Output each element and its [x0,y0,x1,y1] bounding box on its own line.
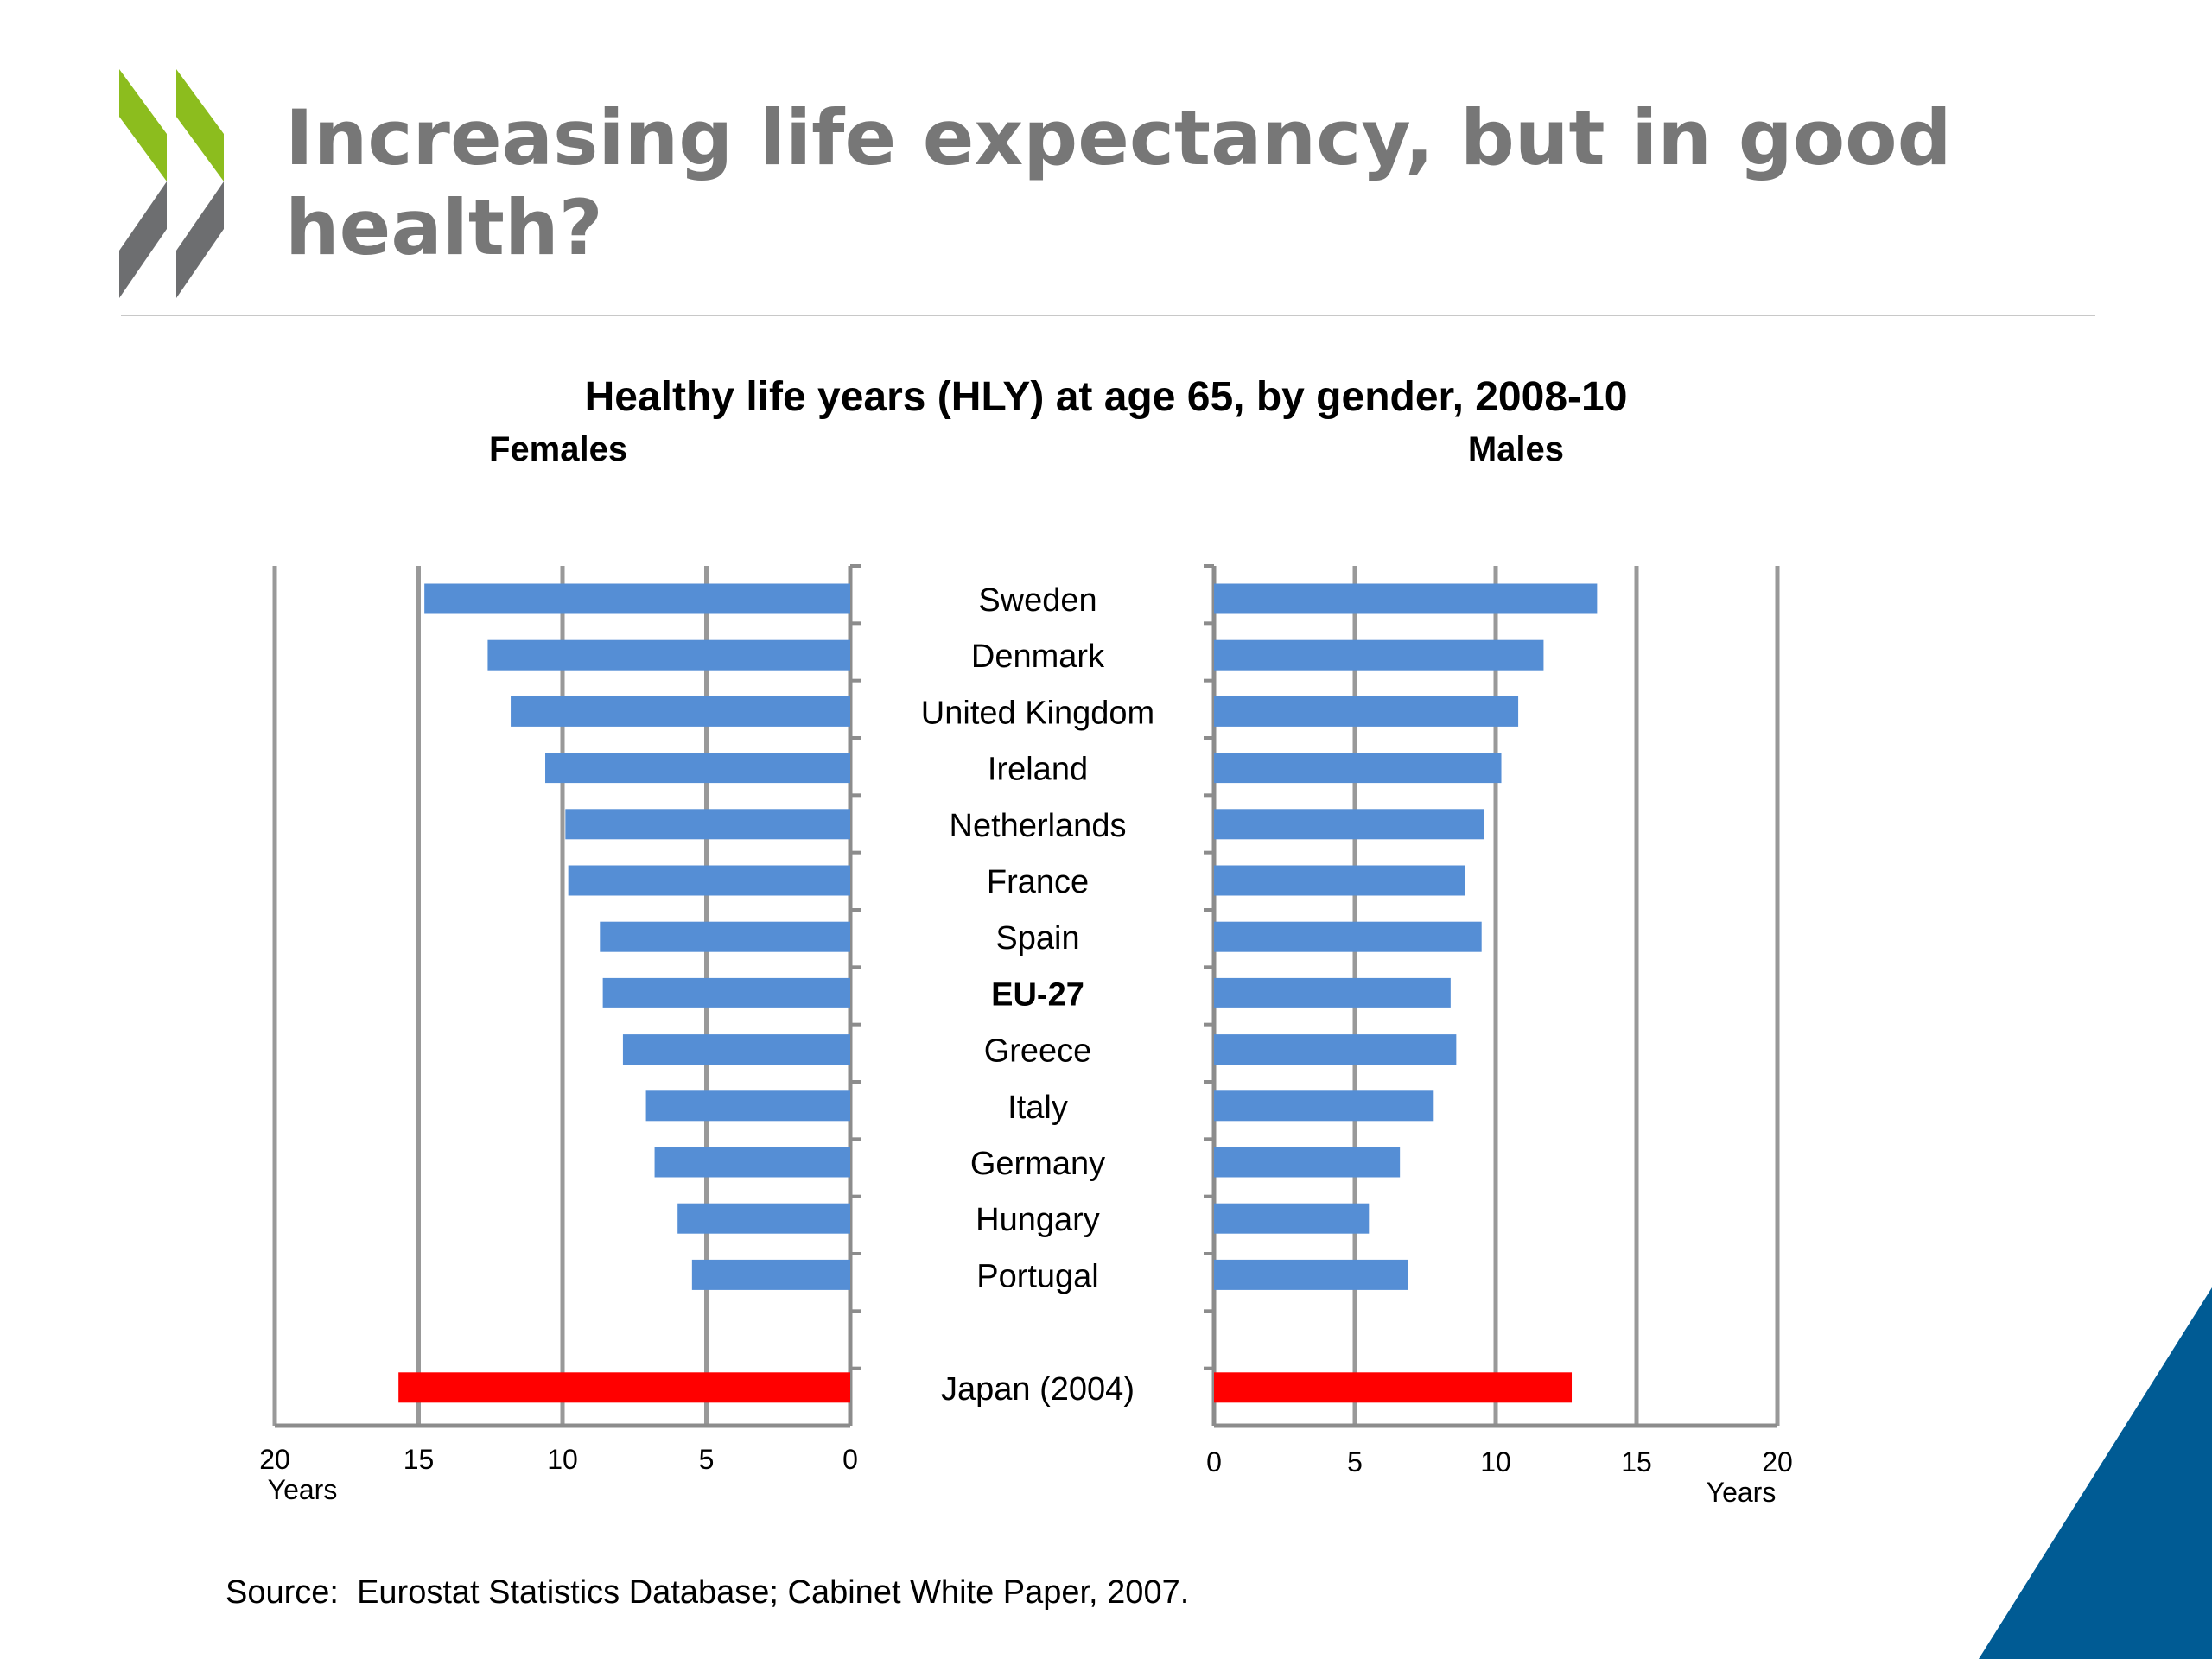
males-bar [1214,1034,1457,1065]
title-divider [121,315,2095,316]
source-note: Source: Eurostat Statistics Database; Ca… [226,1574,1190,1611]
category-labels: Sweden Denmark United Kingdom Ireland Nether… [921,582,1154,1408]
males-tick-label: 15 [1621,1446,1652,1478]
category-label: Japan (2004) [941,1371,1135,1408]
category-label: Italy [1007,1090,1068,1126]
males-bars [1214,583,1598,1403]
males-tick-label: 10 [1480,1446,1511,1478]
females-bar [545,753,850,784]
males-bar [1214,809,1484,840]
category-label: Denmark [971,639,1105,675]
females-bar [622,1034,850,1065]
males-bar [1214,1259,1408,1290]
logo-chevron-gray-1 [119,181,167,298]
oecd-chevron-logo-icon [119,69,224,298]
females-tick-label: 15 [404,1444,435,1475]
category-label: EU-27 [991,976,1084,1013]
males-axis-label: Years [1707,1477,1777,1508]
females-bar [398,1372,850,1403]
females-tick-label: 5 [699,1444,715,1475]
category-label: Ireland [988,752,1088,788]
logo-chevron-green-1 [119,69,167,181]
category-label: Spain [995,920,1079,957]
category-label: France [987,864,1089,900]
males-tick-label: 5 [1347,1446,1363,1478]
logo-chevron-green-2 [176,69,224,181]
females-bar [600,921,850,952]
slide-title: Increasing life expectancy, but in good … [285,93,1952,272]
females-bar [568,865,850,896]
females-axis-label: Years [268,1474,338,1505]
females-tick-label: 10 [547,1444,578,1475]
category-label: Greece [984,1033,1092,1070]
category-label: Portugal [976,1258,1099,1294]
category-label: Netherlands [950,808,1127,844]
males-bar [1214,753,1502,784]
females-tick-label: 0 [842,1444,858,1475]
hly-butterfly-chart: Sweden Denmark United Kingdom Ireland Nether… [259,564,1793,1508]
females-bar [602,977,850,1008]
females-panel-label: Females [489,430,628,468]
males-panel-label: Males [1467,430,1564,468]
males-bar [1214,921,1482,952]
category-label: Sweden [978,582,1096,619]
females-bars [398,583,850,1403]
females-bar [677,1203,850,1234]
females-bar [654,1147,850,1178]
females-bar [645,1090,850,1122]
females-bar [511,696,850,727]
males-bar [1214,696,1519,727]
males-tick-label: 20 [1762,1446,1793,1478]
males-bar [1214,1090,1434,1122]
females-bar [487,639,850,671]
males-bar [1214,583,1598,614]
males-bar [1214,865,1465,896]
chart-title: Healthy life years (HLY) at age 65, by g… [584,374,1628,420]
males-bar [1214,639,1544,671]
females-tick-label: 20 [259,1444,290,1475]
males-bar [1214,977,1451,1008]
category-label: United Kingdom [921,695,1154,731]
males-tick-labels: 0 5 10 15 20 [1206,1446,1793,1478]
females-bar [565,809,850,840]
males-bar [1214,1147,1401,1178]
males-bar [1214,1372,1573,1403]
logo-chevron-gray-2 [176,181,224,298]
category-label: Germany [970,1146,1105,1182]
category-label: Hungary [976,1202,1100,1238]
females-bar [691,1259,850,1290]
males-tick-label: 0 [1206,1446,1222,1478]
females-tick-labels: 0 5 10 15 20 [259,1444,858,1475]
males-bar [1214,1203,1370,1234]
females-bar [424,583,850,614]
